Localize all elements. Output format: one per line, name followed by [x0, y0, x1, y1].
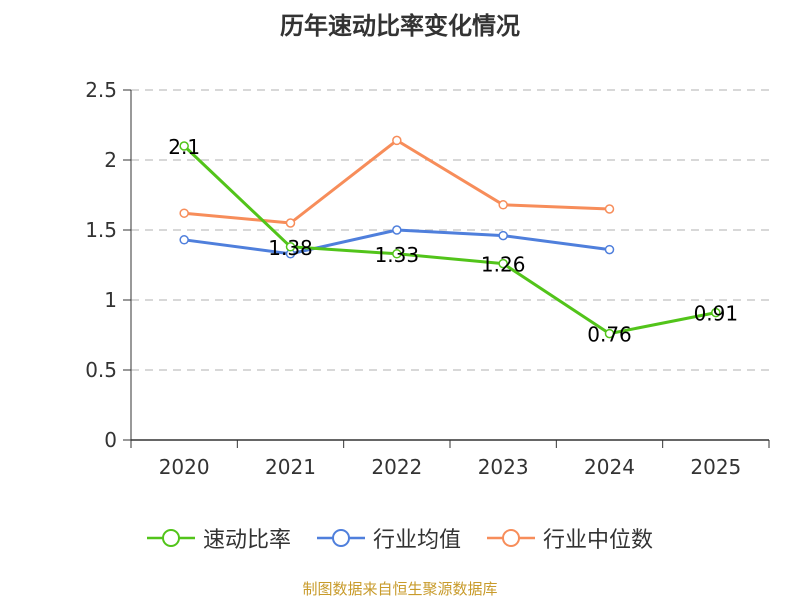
x-tick-label: 2020	[159, 455, 210, 479]
data-point[interactable]	[179, 141, 189, 151]
series-line-2	[184, 138, 610, 225]
data-point[interactable]	[179, 208, 189, 218]
legend-item-industry-median[interactable]: 行业中位数	[487, 522, 653, 554]
legend-label: 速动比率	[202, 528, 291, 553]
data-point[interactable]	[392, 135, 402, 146]
legend: 速动比率 行业均值 行业中位数	[0, 522, 800, 554]
data-point[interactable]	[604, 328, 615, 339]
data-point[interactable]	[392, 225, 402, 235]
chart-title: 历年速动比率变化情况	[280, 12, 520, 40]
y-tick-label: 0	[104, 428, 117, 452]
source-note: 制图数据来自恒生聚源数据库	[302, 580, 498, 598]
data-label: 0.91	[694, 302, 739, 326]
series-lines	[179, 135, 721, 339]
series-line-0	[183, 144, 717, 336]
x-tick-label: 2025	[690, 455, 741, 479]
data-label: 2.1	[168, 135, 200, 159]
axes: 0 0.5 1 1.5 2 2.5 2020 2021 2022 2023 2024 2025	[85, 78, 770, 479]
legend-label: 行业均值	[372, 528, 461, 553]
data-point[interactable]	[604, 204, 615, 214]
data-point[interactable]	[285, 218, 296, 228]
data-point[interactable]	[498, 200, 508, 210]
data-label: 1.26	[481, 253, 526, 277]
x-tick-label: 2023	[478, 455, 529, 479]
data-point[interactable]	[392, 249, 402, 259]
y-tick-label: 1.5	[85, 218, 117, 242]
y-tick-label: 1	[104, 288, 117, 312]
y-tick-label: 2	[104, 148, 117, 172]
data-label: 0.76	[587, 323, 632, 347]
legend-label: 行业中位数	[543, 528, 654, 553]
data-labels: 2.1 1.38 1.33 1.26 0.76 0.91	[168, 135, 738, 347]
legend-marker-icon	[146, 529, 195, 547]
legend-item-industry-mean[interactable]: 行业均值	[316, 522, 461, 554]
x-tick-label: 2024	[584, 455, 635, 479]
legend-marker-icon	[487, 529, 535, 547]
data-point[interactable]	[285, 242, 296, 252]
data-point[interactable]	[711, 307, 721, 318]
data-point[interactable]	[179, 235, 189, 245]
grid-lines	[131, 89, 769, 371]
data-point[interactable]	[498, 258, 508, 269]
legend-item-quick-ratio[interactable]: 速动比率	[146, 522, 291, 554]
data-label: 1.38	[268, 236, 313, 260]
x-tick-label: 2022	[371, 455, 422, 479]
data-point[interactable]	[604, 244, 615, 255]
x-tick-label: 2021	[265, 455, 316, 479]
y-tick-label: 0.5	[85, 358, 117, 382]
legend-marker-icon	[316, 529, 365, 547]
y-tick-label: 2.5	[85, 78, 117, 102]
data-label: 1.33	[375, 243, 420, 267]
data-point[interactable]	[498, 230, 508, 241]
